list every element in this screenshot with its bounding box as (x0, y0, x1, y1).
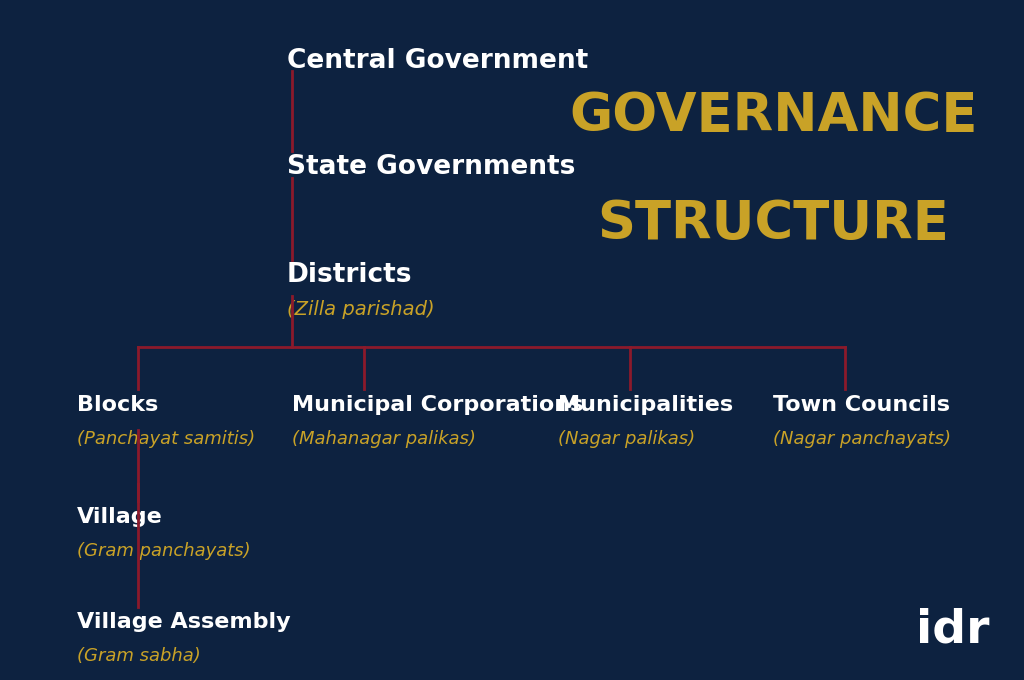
Text: (Mahanagar palikas): (Mahanagar palikas) (292, 430, 476, 447)
Text: (Nagar panchayats): (Nagar panchayats) (773, 430, 951, 447)
Text: GOVERNANCE: GOVERNANCE (569, 90, 977, 141)
Text: idr: idr (915, 608, 989, 653)
Text: Municipalities: Municipalities (558, 394, 733, 415)
Text: (Nagar palikas): (Nagar palikas) (558, 430, 695, 447)
Text: (Panchayat samitis): (Panchayat samitis) (77, 430, 255, 447)
Text: Districts: Districts (287, 262, 413, 288)
Text: (Gram sabha): (Gram sabha) (77, 647, 201, 665)
Text: Municipal Corporations: Municipal Corporations (292, 394, 584, 415)
Text: Town Councils: Town Councils (773, 394, 950, 415)
Text: Village Assembly: Village Assembly (77, 612, 291, 632)
Text: Village: Village (77, 507, 163, 527)
Text: Central Government: Central Government (287, 48, 588, 74)
Text: Blocks: Blocks (77, 394, 158, 415)
Text: STRUCTURE: STRUCTURE (597, 199, 949, 250)
Text: State Governments: State Governments (287, 154, 575, 180)
Text: (Gram panchayats): (Gram panchayats) (77, 542, 251, 560)
Text: (Zilla parishad): (Zilla parishad) (287, 300, 434, 319)
